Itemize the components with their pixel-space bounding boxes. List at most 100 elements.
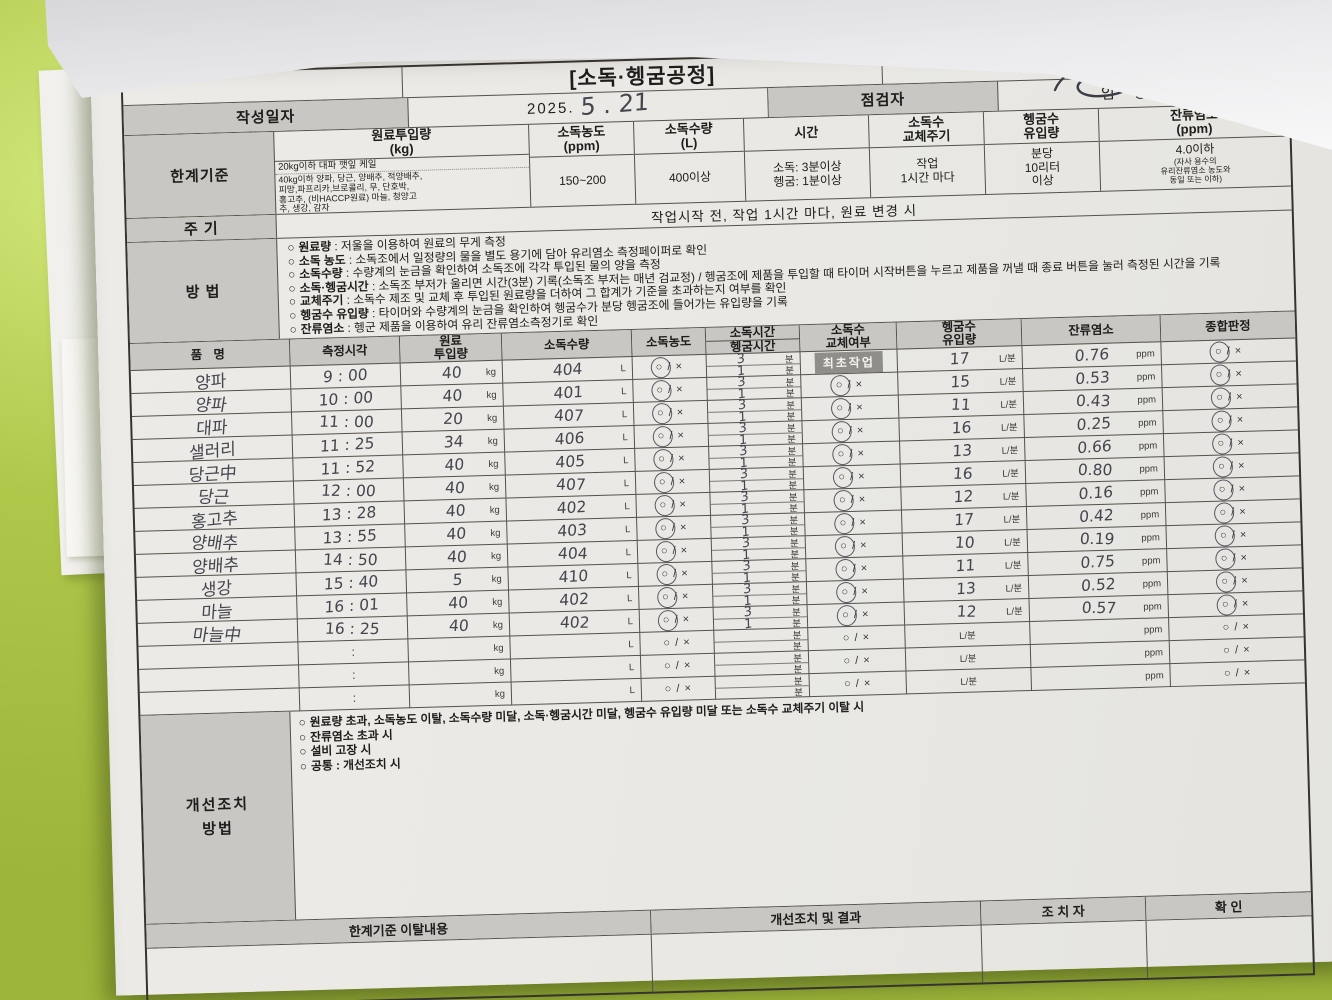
ox-mark-result: ○ / × — [1222, 598, 1250, 611]
circle-mark: ○ — [1216, 391, 1225, 404]
handwritten-time: 14 : 50 — [322, 550, 379, 570]
cell-water-change: 최초작업 ○ / × — [805, 533, 904, 560]
unit-kg: kg — [492, 596, 503, 608]
circle-mark: ○ — [839, 517, 848, 530]
cell-measure-time: : — [299, 662, 410, 689]
cell-material-qty: kg — [409, 682, 513, 709]
circle-bullet-icon: ○ — [299, 759, 308, 774]
ox-mark-conc: ○ / × — [661, 545, 689, 558]
handwritten-qty: 40 — [445, 524, 467, 544]
circle-mark: ○ — [656, 384, 665, 397]
corrective-head-text: 공통 : 개선조치 시 — [310, 756, 401, 774]
cell-measure-time: : — [299, 685, 411, 712]
ox-mark-conc: ○ / × — [656, 384, 684, 397]
circle-mark: ○ — [838, 471, 847, 484]
handwritten-qty: 40 — [441, 386, 463, 406]
handwritten-inflow: 17 — [954, 510, 975, 530]
unit-liter: L — [621, 385, 627, 398]
unit-liter: L — [626, 592, 633, 604]
unit-kg: kg — [490, 550, 502, 562]
handwritten-qty: 40 — [447, 617, 470, 636]
unit-min: 분 — [794, 687, 804, 699]
criteria-vol-value: 400이상 — [668, 169, 712, 185]
cell-water-change: 최초작업 ○ / × — [807, 602, 906, 629]
ox-mark-result: ○ / × — [1223, 644, 1251, 657]
ox-mark-conc: ○ / × — [663, 637, 691, 650]
x-option: / × — [675, 659, 692, 673]
ox-mark-result: ○ / × — [1220, 529, 1248, 542]
ox-mark-change: ○ / × — [840, 540, 868, 553]
corrective-head-text: 잔류염소 초과 시 — [309, 727, 393, 744]
ox-mark-conc: ○ / × — [662, 591, 690, 604]
cell-material-qty: kg — [408, 636, 511, 663]
ox-mark-result: ○ / × — [1216, 391, 1244, 404]
handwritten-qty: 40 — [445, 501, 466, 521]
cell-measure-time: 16 : 01 — [297, 593, 408, 620]
unit-kg: kg — [494, 665, 505, 677]
unit-ppm: ppm — [1140, 509, 1160, 521]
circle-mark: ○ — [655, 361, 664, 374]
handwritten-volume: 403 — [556, 521, 588, 541]
handwritten-qty: 40 — [441, 363, 462, 383]
cell-water-change: 최초작업 ○ / × — [801, 395, 900, 422]
circle-bullet-icon: ○ — [287, 240, 295, 255]
handwritten-volume: 405 — [554, 452, 586, 472]
cell-disinfect-conc: ○ / × — [637, 539, 713, 565]
cell-measure-time: 15 : 40 — [296, 570, 408, 597]
unit-kg: kg — [489, 504, 500, 516]
unit-liter: L — [628, 638, 634, 650]
ox-mark-conc: ○ / × — [659, 476, 687, 489]
method-item-head: 원료량 — [298, 239, 332, 255]
handwritten-inflow: 16 — [952, 464, 974, 484]
handwritten-time: 11 : 00 — [318, 413, 375, 432]
cell-disinfect-conc: ○ / × — [638, 562, 713, 588]
handwritten-volume: 402 — [556, 498, 587, 518]
circle-mark: ○ — [842, 609, 851, 622]
ox-mark-conc: ○ / × — [660, 522, 688, 535]
cell-disinfect-conc: ○ / × — [632, 355, 708, 381]
circle-option: ○ — [664, 683, 673, 696]
x-option: / × — [1234, 644, 1251, 657]
handwritten-time: 9 : 00 — [322, 365, 369, 387]
ox-mark-conc: ○ / × — [656, 361, 684, 374]
cycle-label: 주 기 — [126, 214, 278, 243]
cell-water-change: 최초작업 ○ / × — [803, 441, 901, 468]
ox-mark-result: ○ / × — [1217, 414, 1245, 427]
circle-bullet-icon: ○ — [288, 281, 296, 296]
handwritten-time: 16 : 25 — [324, 619, 381, 639]
circle-option: ○ — [663, 660, 672, 673]
cell-measure-time: 16 : 25 — [297, 616, 409, 643]
criteria-chlorine-note: (자사 용수의 유리잔류염소 농도와 동일 또는 이하) — [1160, 156, 1231, 185]
circle-mark: ○ — [661, 568, 670, 581]
footer-cell-confirm — [1147, 916, 1314, 978]
cell-disinfect-conc: ○ / × — [635, 470, 711, 496]
handwritten-time: 15 : 40 — [323, 572, 379, 594]
handwritten-time: 11 : 25 — [319, 434, 376, 456]
circle-option: ○ — [843, 678, 852, 691]
corrective-head-text: 설비 고장 시 — [310, 742, 372, 759]
unit-kg: kg — [487, 412, 498, 424]
handwritten-time: 12 : 00 — [320, 482, 377, 501]
unit-liter-per-min: L/분 — [1002, 491, 1020, 503]
cell-measure-time: 11 : 25 — [292, 432, 404, 459]
circle-mark: ○ — [1218, 483, 1227, 496]
unit-liter: L — [622, 431, 628, 444]
handwritten-volume: 407 — [555, 475, 587, 495]
unit-ppm: ppm — [1143, 624, 1163, 636]
criteria-material: 원료투입량 (kg) 20kg이하 대파 깻잎 케일 40kg이하 양파, 당근… — [274, 124, 532, 214]
circle-option: ○ — [1223, 644, 1232, 657]
unit-liter-per-min: L/분 — [1001, 445, 1019, 457]
circle-mark: ○ — [837, 448, 846, 461]
cell-measure-time: 13 : 55 — [295, 524, 406, 551]
x-option: / × — [1235, 667, 1252, 680]
handwritten-product-name: 양파 — [193, 395, 228, 416]
criteria-inflow: 헹굼수 유입량 분당 10리터 이상 — [983, 108, 1102, 195]
col-material-qty: 원료 투입량 — [399, 333, 503, 364]
footer-col-actor: 조 치 자 — [980, 897, 1147, 925]
ox-mark-result: ○ / × — [1215, 368, 1243, 381]
footer-col-confirm: 확 인 — [1145, 892, 1312, 921]
criteria-inflow-head: 헹굼수 유입량 — [983, 108, 1099, 146]
x-option: / × — [855, 654, 871, 668]
unit-liter-per-min: L/분 — [960, 676, 978, 689]
cell-water-change: 최초작업 ○ / × — [802, 418, 901, 445]
